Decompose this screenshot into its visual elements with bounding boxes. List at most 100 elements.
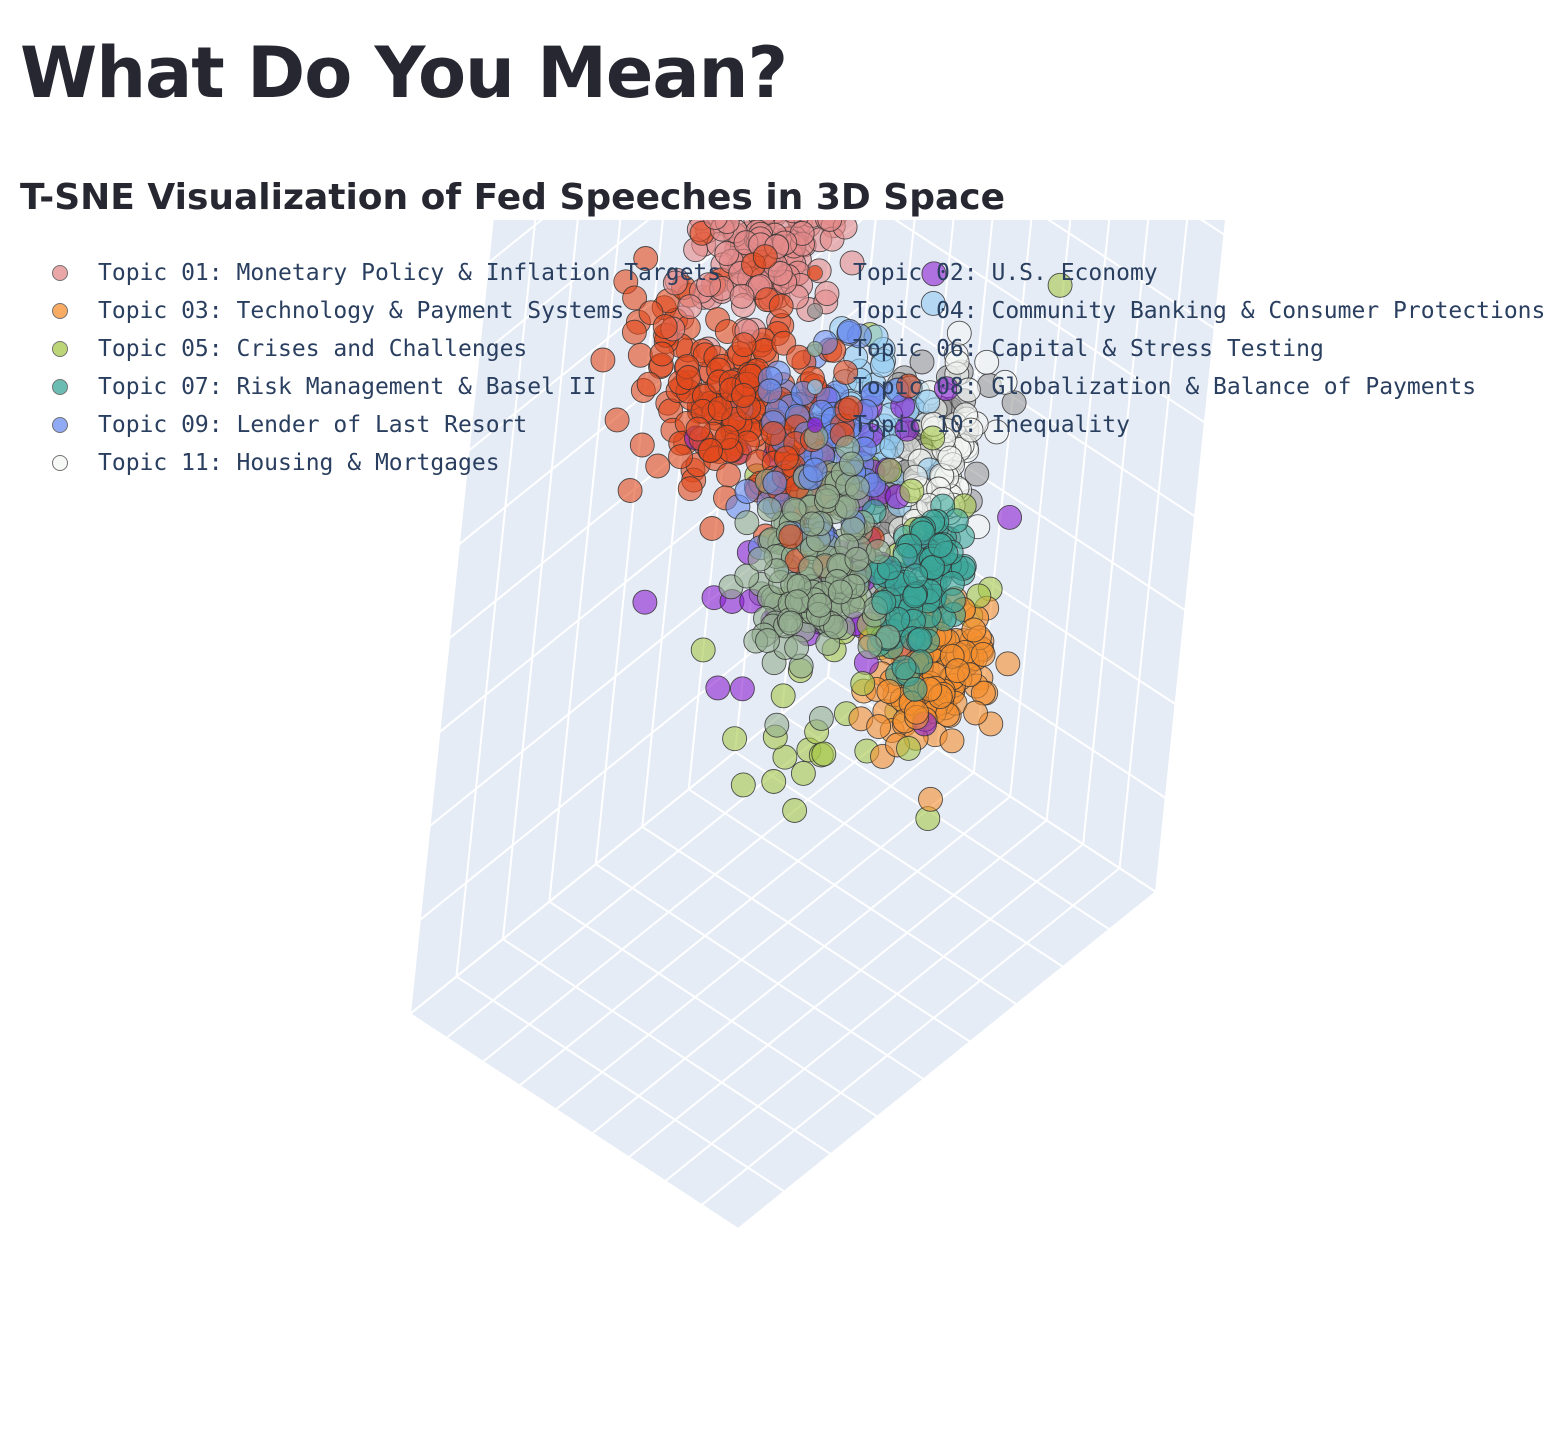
legend-item-topic-08[interactable]: Topic 08: Globalization & Balance of Pay… [799, 368, 1476, 406]
data-point-topic-09[interactable] [836, 319, 862, 344]
data-point-topic-10[interactable] [705, 675, 731, 701]
data-point-topic-06[interactable] [756, 496, 782, 522]
data-point-topic-02[interactable] [590, 347, 616, 373]
data-point-topic-06[interactable] [857, 634, 883, 660]
data-point-topic-02[interactable] [649, 341, 675, 367]
data-point-topic-09[interactable] [734, 479, 760, 504]
data-point-topic-02[interactable] [768, 293, 794, 319]
data-point-topic-02[interactable] [633, 246, 659, 271]
data-point-topic-06[interactable] [823, 614, 849, 640]
data-point-topic-02[interactable] [645, 453, 671, 479]
data-point-topic-11[interactable] [937, 445, 963, 471]
data-point-topic-02[interactable] [778, 524, 804, 550]
data-point-topic-03[interactable] [970, 641, 996, 667]
data-point-topic-02[interactable] [760, 421, 786, 446]
data-point-topic-01[interactable] [839, 250, 865, 276]
data-point-topic-07[interactable] [891, 655, 917, 681]
data-point-topic-02[interactable] [621, 319, 647, 345]
data-point-topic-06[interactable] [784, 635, 810, 660]
data-point-topic-01[interactable] [814, 281, 840, 307]
data-points[interactable] [590, 220, 1073, 832]
data-point-topic-05[interactable] [1047, 272, 1073, 298]
data-point-topic-08[interactable] [920, 290, 946, 316]
data-point-topic-11[interactable] [992, 369, 1018, 395]
legend-item-topic-03[interactable]: Topic 03: Technology & Payment Systems [44, 292, 624, 330]
data-point-topic-05[interactable] [722, 726, 748, 752]
data-point-topic-03[interactable] [866, 714, 892, 740]
scatter-3d-plot[interactable] [0, 220, 1552, 1440]
data-point-topic-10[interactable] [997, 504, 1023, 530]
data-point-topic-06[interactable] [784, 589, 810, 615]
data-point-topic-01[interactable] [781, 220, 805, 224]
data-point-topic-01[interactable] [714, 241, 740, 267]
data-point-topic-01[interactable] [767, 261, 793, 286]
data-point-topic-02[interactable] [731, 382, 756, 408]
data-point-topic-06[interactable] [734, 563, 760, 589]
data-point-topic-07[interactable] [871, 589, 897, 615]
legend-item-topic-11[interactable]: Topic 11: Housing & Mortgages [44, 444, 500, 482]
data-point-topic-06[interactable] [734, 510, 760, 536]
data-point-topic-06[interactable] [844, 475, 870, 501]
data-point-topic-05[interactable] [782, 798, 808, 823]
data-point-topic-03[interactable] [944, 658, 970, 684]
data-point-topic-02[interactable] [668, 444, 693, 470]
data-point-topic-10[interactable] [632, 589, 658, 615]
data-point-topic-01[interactable] [662, 270, 688, 296]
data-point-topic-04[interactable] [909, 349, 935, 375]
data-point-topic-05[interactable] [690, 637, 716, 663]
data-point-topic-03[interactable] [918, 786, 943, 812]
data-point-topic-02[interactable] [698, 438, 723, 463]
data-point-topic-06[interactable] [781, 497, 807, 523]
data-point-topic-07[interactable] [927, 533, 953, 558]
data-point-topic-02[interactable] [731, 332, 757, 358]
data-point-topic-03[interactable] [939, 728, 965, 754]
data-point-topic-05[interactable] [790, 760, 816, 786]
data-point-topic-02[interactable] [838, 395, 863, 421]
legend-item-topic-09[interactable]: Topic 09: Lender of Last Resort [44, 406, 527, 444]
data-point-topic-07[interactable] [907, 627, 933, 653]
data-point-topic-06[interactable] [808, 705, 834, 731]
data-point-topic-02[interactable] [752, 244, 778, 270]
legend-item-topic-10[interactable]: Topic 10: Inequality [799, 406, 1130, 444]
data-point-topic-11[interactable] [974, 349, 1000, 375]
data-point-topic-05[interactable] [770, 683, 796, 709]
legend-item-topic-01[interactable]: Topic 01: Monetary Policy & Inflation Ta… [44, 254, 721, 292]
data-point-topic-05[interactable] [899, 478, 925, 504]
data-point-topic-02[interactable] [617, 478, 643, 503]
data-point-topic-02[interactable] [833, 359, 859, 385]
data-point-topic-07[interactable] [940, 588, 966, 613]
data-point-topic-06[interactable] [827, 579, 853, 605]
data-point-topic-11[interactable] [944, 349, 970, 375]
data-point-topic-09[interactable] [762, 470, 788, 496]
data-point-topic-01[interactable] [677, 294, 703, 320]
data-point-topic-02[interactable] [677, 476, 703, 502]
data-point-topic-06[interactable] [815, 483, 840, 509]
data-point-topic-02[interactable] [622, 285, 648, 311]
data-point-topic-01[interactable] [817, 220, 843, 232]
data-point-topic-01[interactable] [703, 220, 728, 230]
data-point-topic-06[interactable] [839, 451, 864, 477]
data-point-topic-02[interactable] [675, 365, 701, 390]
data-point-topic-06[interactable] [755, 628, 780, 654]
data-point-topic-09[interactable] [757, 378, 783, 404]
data-point-topic-06[interactable] [764, 712, 790, 738]
legend-item-topic-02[interactable]: Topic 02: U.S. Economy [799, 254, 1158, 292]
data-point-topic-08[interactable] [869, 352, 895, 378]
data-point-topic-10[interactable] [729, 676, 755, 702]
data-point-topic-01[interactable] [729, 283, 755, 309]
data-point-topic-09[interactable] [802, 457, 828, 483]
data-point-topic-05[interactable] [772, 744, 798, 770]
data-point-topic-06[interactable] [798, 555, 824, 581]
data-point-topic-03[interactable] [963, 700, 989, 726]
data-point-topic-06[interactable] [747, 546, 773, 572]
data-point-topic-01[interactable] [696, 272, 722, 298]
data-point-topic-11[interactable] [955, 377, 981, 403]
data-point-topic-02[interactable] [714, 424, 740, 450]
legend-item-topic-06[interactable]: Topic 06: Capital & Stress Testing [799, 330, 1324, 368]
data-point-topic-07[interactable] [903, 563, 929, 589]
data-point-topic-02[interactable] [786, 344, 811, 370]
data-point-topic-02[interactable] [604, 407, 630, 433]
data-point-topic-02[interactable] [636, 371, 662, 397]
data-point-topic-02[interactable] [629, 432, 655, 458]
data-point-topic-07[interactable] [902, 676, 928, 702]
